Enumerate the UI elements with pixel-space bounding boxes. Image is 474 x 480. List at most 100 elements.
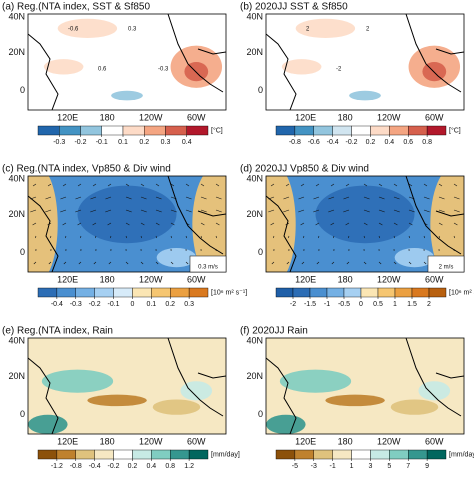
colorbar-segment: [75, 287, 95, 298]
wind-vector: [90, 196, 97, 200]
coastline: [28, 176, 226, 272]
wind-vector: [170, 209, 177, 213]
wind-vector: [270, 222, 275, 226]
lat-label: 40N: [246, 11, 263, 21]
wind-vector: [346, 261, 350, 265]
colorbar-segment: [389, 125, 409, 136]
contour-label: -2: [336, 67, 342, 73]
wind-vector: [215, 196, 222, 200]
colorbar-label: -0.4: [89, 463, 101, 470]
colorbar-label: 0.1: [118, 139, 128, 146]
wind-vector: [63, 261, 67, 265]
colorbar-segment: [165, 125, 187, 136]
colorbar-unit: [°C]: [211, 126, 223, 134]
wind-vector: [170, 261, 174, 265]
lat-label: 0: [20, 247, 25, 257]
field-blob: [41, 369, 114, 393]
colorbar-segment: [113, 287, 133, 298]
wind-vector: [185, 183, 190, 187]
colorbar-segment: [132, 287, 152, 298]
wind-vector: [170, 235, 173, 239]
colorbar-segment: [313, 125, 333, 136]
colorbar-label: -0.3: [70, 301, 82, 308]
colorbar-segment: [37, 287, 58, 298]
wind-vector: [453, 196, 460, 200]
wind-vector: [92, 183, 97, 187]
wind-vector: [77, 183, 82, 187]
panel-title: (b) 2020JJ SST & Sf850: [240, 2, 348, 13]
wind-vector: [313, 196, 320, 200]
wind-vector: [345, 222, 350, 226]
wind-vector: [270, 183, 275, 187]
wind-vector: [378, 196, 385, 200]
wind-vector: [378, 235, 381, 239]
colorbar-label: 9: [425, 463, 429, 470]
lat-label: 20N: [246, 209, 263, 219]
wind-vector: [300, 222, 305, 226]
wind-vector: [363, 222, 368, 226]
wind-vector: [363, 261, 367, 265]
lon-label: 120W: [377, 274, 401, 284]
panel-title: (a) Reg.(NTA index, SST & Sf850: [2, 2, 150, 13]
wind-vector: [200, 183, 205, 187]
wind-vector: [408, 235, 411, 239]
colorbar-label: -0.8: [289, 139, 301, 146]
field-blob: [279, 369, 352, 393]
wind-vector: [92, 222, 97, 226]
wind-vector: [45, 209, 52, 213]
wind-vector: [285, 183, 290, 187]
wind-vector: [185, 196, 192, 200]
colorbar-segment: [332, 125, 352, 136]
wind-vector: [105, 196, 112, 200]
wind-vector: [155, 222, 160, 226]
colorbar-segment: [426, 449, 447, 460]
lon-label: 120E: [57, 112, 78, 122]
wind-vector: [75, 196, 82, 200]
vector-key: [427, 255, 465, 273]
wind-vector: [378, 222, 383, 226]
wind-vector: [155, 209, 162, 213]
colorbar-segment: [101, 125, 124, 136]
wind-vector: [64, 235, 67, 239]
wind-vector: [408, 222, 413, 226]
wind-vector: [155, 183, 160, 187]
colorbar-label: -0.6: [308, 139, 320, 146]
field-blob: [315, 185, 415, 244]
wind-vector: [94, 235, 97, 239]
colorbar-unit: [10⁶ m² s⁻¹]: [449, 289, 474, 296]
map-frame: [27, 175, 227, 273]
lon-label: 120E: [295, 112, 316, 122]
colorbar-label: 0.2: [165, 301, 175, 308]
wind-vector: [286, 261, 290, 265]
field-blob: [266, 414, 306, 434]
vector-label: 0.3 m/s: [198, 265, 218, 271]
wind-vector: [93, 261, 97, 265]
colorbar-label: -0.3: [53, 139, 65, 146]
field-blob: [349, 90, 381, 101]
wind-vector: [140, 222, 145, 226]
contour-label: -0.3: [158, 67, 169, 73]
wind-vector: [140, 196, 147, 200]
colorbar-label: -1.2: [51, 463, 63, 470]
wind-vector: [423, 183, 428, 187]
wind-vector: [200, 196, 207, 200]
colorbar-segment: [132, 449, 152, 460]
lon-label: 180: [338, 274, 353, 284]
wind-vector: [393, 209, 400, 213]
wind-vector: [215, 209, 222, 213]
colorbar-unit: [°C]: [449, 126, 461, 134]
colorbar-segment: [370, 449, 390, 460]
wind-vector: [317, 235, 320, 239]
colorbar-label: 2: [427, 301, 431, 308]
lon-label: 60W: [425, 274, 444, 284]
wind-vector: [47, 183, 52, 187]
colorbar-segment: [188, 449, 209, 460]
panel-title: (f) 2020JJ Rain: [240, 326, 308, 337]
lat-label: 40N: [246, 173, 263, 183]
wind-vector: [77, 222, 82, 226]
wind-vector: [423, 209, 430, 213]
wind-vector: [408, 183, 413, 187]
colorbar-label: -0.4: [51, 301, 63, 308]
